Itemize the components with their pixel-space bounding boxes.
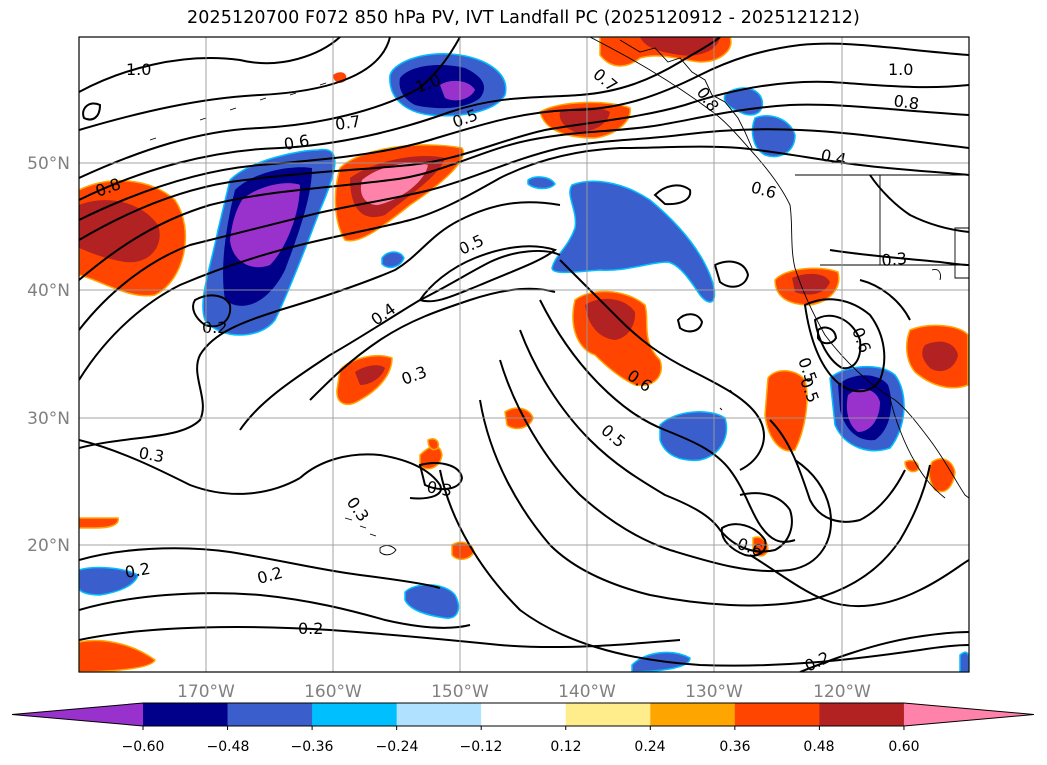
contour-label: 0.3 [137, 443, 165, 466]
colorbar-tick-label: −0.12 [460, 739, 503, 755]
lat-label: 20°N [27, 536, 70, 556]
colorbar-tick-label: −0.48 [207, 739, 250, 755]
colorbar-tick-label: 0.24 [634, 739, 665, 755]
lon-label: 150°W [431, 682, 489, 702]
colorbar-segment [396, 703, 482, 726]
contour-label: 0.7 [589, 65, 621, 96]
contour-label: 0.3 [425, 477, 453, 500]
colorbar-tick-label: −0.60 [122, 739, 165, 755]
colorbar-segment [312, 703, 398, 726]
longitude-labels: 170°W 160°W 150°W 140°W 130°W 120°W [177, 682, 871, 702]
contour-label: 0.6 [282, 131, 310, 154]
colorbar-segment [143, 703, 229, 726]
colorbar-tick-label: 0.12 [550, 739, 581, 755]
colorbar-extend-max [903, 703, 1034, 726]
contour-label: 0.3 [343, 493, 373, 525]
lat-label: 30°N [27, 409, 70, 429]
contour-label: 0.5 [597, 421, 629, 452]
contour-label: 0.3 [881, 249, 908, 270]
colorbar-tick-label: 0.60 [888, 739, 919, 755]
contour-label: 0.2 [123, 559, 151, 582]
colorbar-segments [11, 702, 1035, 730]
lat-label: 40°N [27, 281, 70, 301]
contour-label: 0.4 [819, 145, 848, 169]
contour-label: 0.6 [749, 178, 779, 203]
pv-shading-negative [79, 52, 969, 672]
contour-label: 0.8 [693, 83, 723, 115]
contour-labels: 1.0 1.0 1.0 0.8 0.8 0.8 0.7 0.7 0.6 0.6 … [93, 60, 920, 672]
contour-label: 0.6 [848, 325, 875, 355]
contour-label: 0.3 [399, 362, 429, 389]
lat-label: 50°N [27, 154, 70, 174]
colorbar-segment [650, 703, 736, 726]
contour-label: 1.0 [888, 60, 913, 79]
colorbar-segment [481, 703, 567, 726]
colorbar-tick-label: −0.24 [376, 739, 419, 755]
lon-label: 140°W [558, 682, 616, 702]
lon-label: 120°W [813, 682, 871, 702]
contour-label: 0.2 [298, 619, 323, 638]
contour-label: 0.2 [202, 318, 227, 337]
contour-label: 1.0 [126, 60, 151, 79]
colorbar-ticks: −0.60 −0.48 −0.36 −0.24 −0.12 0.12 0.24 … [122, 739, 920, 755]
map-title: 2025120700 F072 850 hPa PV, IVT Landfall… [187, 8, 860, 28]
colorbar-extend-min [12, 703, 143, 726]
colorbar-segment [819, 703, 905, 726]
contour-label: 0.7 [334, 112, 362, 134]
colorbar-tick-label: 0.36 [719, 739, 750, 755]
lon-label: 130°W [685, 682, 743, 702]
contour-label: 0.8 [892, 91, 920, 113]
colorbar-segment [734, 703, 820, 726]
map-frame [78, 36, 970, 673]
contour-label: 0.2 [255, 563, 285, 588]
contour-label: 0.4 [367, 299, 399, 329]
ivt-contours [79, 37, 969, 672]
colorbar-tick-label: 0.48 [803, 739, 834, 755]
latitude-labels: 50°N 40°N 30°N 20°N [27, 154, 70, 556]
pv-shading-positive [79, 37, 969, 672]
colorbar-segment [565, 703, 651, 726]
lon-label: 160°W [304, 682, 362, 702]
gridlines [79, 37, 969, 672]
lon-label: 170°W [177, 682, 235, 702]
colorbar: −0.60 −0.48 −0.36 −0.24 −0.12 0.12 0.24 … [11, 702, 1035, 755]
colorbar-tick-label: −0.36 [291, 739, 334, 755]
colorbar-segment [227, 703, 313, 726]
